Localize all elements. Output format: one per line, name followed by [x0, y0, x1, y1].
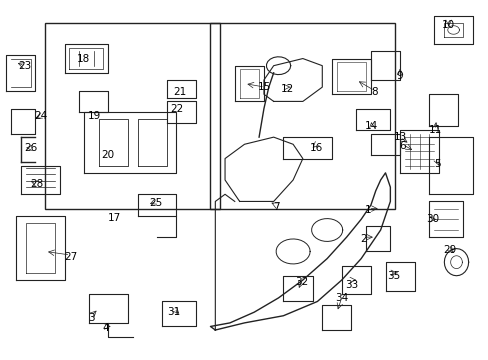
Text: 13: 13 — [393, 132, 406, 142]
Text: 17: 17 — [107, 212, 121, 222]
Text: 10: 10 — [441, 19, 454, 30]
Text: 19: 19 — [88, 111, 101, 121]
Bar — [210, 23, 394, 208]
Text: 2: 2 — [360, 234, 366, 244]
Text: 4: 4 — [102, 323, 109, 333]
Text: 18: 18 — [76, 54, 89, 64]
Text: 20: 20 — [101, 150, 114, 160]
Text: 24: 24 — [35, 111, 48, 121]
Text: 34: 34 — [334, 293, 347, 303]
Text: 29: 29 — [442, 245, 455, 255]
Text: 12: 12 — [280, 84, 293, 94]
Text: 6: 6 — [398, 141, 405, 151]
Text: 22: 22 — [169, 104, 183, 113]
Text: 3: 3 — [88, 312, 95, 323]
Text: 5: 5 — [433, 159, 440, 169]
Text: 9: 9 — [396, 71, 403, 81]
Text: 26: 26 — [24, 143, 37, 153]
Text: 8: 8 — [371, 87, 377, 98]
Text: 25: 25 — [149, 198, 163, 208]
Text: 11: 11 — [427, 125, 441, 135]
Text: 27: 27 — [63, 252, 77, 262]
Text: 1: 1 — [365, 205, 371, 215]
Text: 21: 21 — [173, 87, 186, 98]
Text: 30: 30 — [426, 214, 439, 224]
Bar — [45, 23, 220, 208]
Text: 14: 14 — [365, 121, 378, 131]
Text: 23: 23 — [18, 61, 31, 71]
Text: 15: 15 — [258, 82, 271, 92]
Text: 28: 28 — [30, 179, 43, 189]
Text: 7: 7 — [272, 202, 279, 212]
Text: 32: 32 — [295, 277, 308, 287]
Text: 31: 31 — [167, 307, 180, 317]
Text: 33: 33 — [344, 280, 357, 291]
Text: 16: 16 — [309, 143, 323, 153]
Text: 35: 35 — [387, 271, 400, 282]
